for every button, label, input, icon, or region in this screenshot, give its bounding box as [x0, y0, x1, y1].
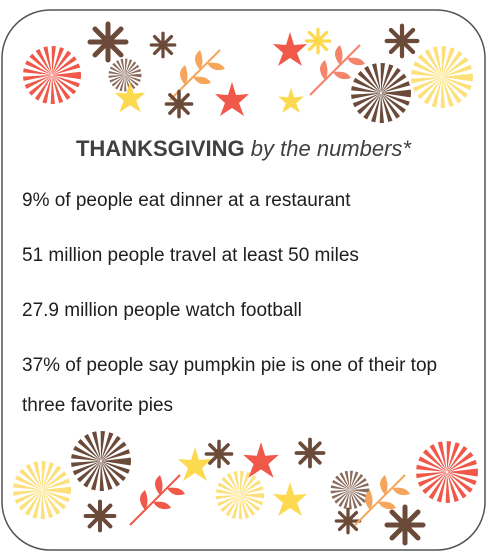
- title-italic: by the numbers*: [250, 136, 411, 161]
- flower: [228, 483, 253, 508]
- flower: [340, 480, 360, 500]
- top-flowers: [37, 24, 458, 117]
- flower: [304, 27, 332, 55]
- flower: [215, 82, 249, 116]
- title-bold: THANKSGIVING: [75, 136, 245, 161]
- flower: [273, 32, 307, 66]
- flower: [117, 67, 134, 84]
- flower: [273, 482, 307, 516]
- flower: [83, 499, 117, 533]
- flower: [431, 456, 463, 488]
- flower: [334, 507, 362, 535]
- flower: [387, 26, 418, 57]
- fact: 37% of people say pumpkin pie is one of …: [22, 355, 438, 416]
- flower: [204, 439, 234, 469]
- flower: [387, 507, 423, 543]
- flower: [426, 61, 458, 93]
- title: THANKSGIVING by the numbers*: [0, 136, 487, 162]
- flower: [37, 60, 67, 90]
- fact: 9% of people eat dinner at a restaurant: [22, 190, 351, 211]
- flower: [149, 31, 177, 59]
- fact: 27.9 million people watch football: [22, 300, 302, 321]
- flower: [27, 475, 57, 505]
- flower: [114, 81, 146, 113]
- flower: [86, 446, 117, 477]
- card-border: [1, 9, 486, 551]
- bottom-flowers: [27, 440, 463, 544]
- flower: [278, 87, 304, 113]
- fact: 51 million people travel at least 50 mil…: [22, 245, 359, 266]
- flower: [366, 78, 397, 109]
- flower: [90, 24, 126, 60]
- flower: [178, 447, 212, 481]
- flower: [294, 437, 326, 469]
- flower: [164, 89, 194, 119]
- leaf: [129, 474, 186, 526]
